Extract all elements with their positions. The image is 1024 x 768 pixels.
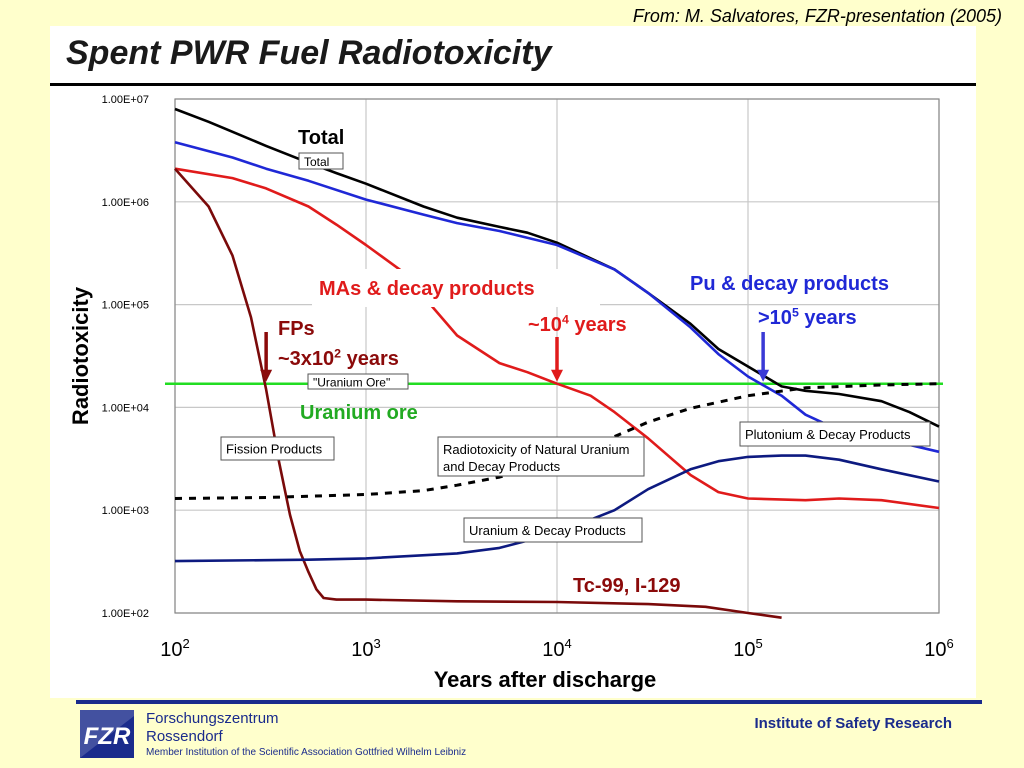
series-line-uranium-decay-products (174, 454, 940, 563)
total-box-frame (298, 152, 344, 170)
source-note: From: M. Salvatores, FZR-presentation (2… (632, 6, 1002, 26)
x-tick-label: 104 (542, 636, 571, 661)
annotation-pu-years-base: >10 (758, 307, 792, 329)
x-tick-label: 106 (924, 636, 953, 661)
org-name-line2: Rossendorf (146, 728, 223, 745)
uranium-decay-box-frame (463, 517, 643, 543)
x-tick-label: 102 (160, 636, 189, 661)
pu-arrow (757, 332, 770, 382)
natural-uranium-box-text2: and Decay Products (443, 459, 561, 474)
total-box-text: Total (304, 155, 329, 169)
uranium-ore-box-frame (307, 373, 409, 390)
annotation-mas-years-base: ~10 (528, 314, 562, 336)
y-tick-label: 1.00E+05 (102, 300, 149, 312)
annotation-tc: Tc-99, I-129 (573, 575, 680, 597)
member-note: Member Institution of the Scientific Ass… (146, 747, 467, 758)
annotation-uranium-ore: Uranium ore (300, 402, 418, 424)
plot-frame (174, 98, 940, 614)
y-tick-label: 1.00E+07 (102, 94, 149, 106)
series-line-mas-decay-products (174, 167, 940, 510)
mas-arrow (551, 337, 563, 382)
uranium-ore-box-text: "Uranium Ore" (313, 376, 390, 390)
slide-title: Spent PWR Fuel Radiotoxicity (66, 34, 552, 72)
y-tick-label: 1.00E+02 (102, 608, 149, 620)
annotation-mas-years: ~104 years (528, 312, 627, 336)
annotation-mas-years-unit: years (569, 314, 627, 336)
x-tick-exp: 6 (947, 636, 954, 651)
annotation-pu-years-unit: years (799, 307, 857, 329)
x-tick-base: 10 (542, 639, 564, 661)
annotation-fps-years-base: ~3x10 (278, 348, 334, 370)
natural-uranium-box-frame (437, 436, 645, 477)
series-line-plutonium-decay-products (174, 140, 940, 454)
annotation-pu-years: >105 years (758, 305, 857, 329)
y-axis-label: Radiotoxicity (68, 286, 93, 425)
fission-products-box-frame (220, 436, 335, 461)
x-tick-label: 105 (733, 636, 762, 661)
annotation-pu-years-exp: 5 (792, 305, 799, 319)
org-name-line1: Forschungszentrum (146, 710, 279, 727)
annotation-fps-years-exp: 2 (334, 346, 341, 360)
fps-arrow-head (260, 369, 273, 382)
fzr-logo-icon: FZR (80, 710, 134, 758)
fission-products-box: Fission Products (220, 436, 335, 461)
total-box: Total (298, 152, 344, 170)
x-tick-exp: 5 (756, 636, 763, 651)
annotation-mas-years-exp: 4 (562, 312, 569, 326)
series-line-total (174, 107, 940, 428)
natural-uranium-box-text: Radiotoxicity of Natural Uranium (443, 442, 629, 457)
annotation-fps-years-unit: years (341, 348, 399, 370)
title-bar: Spent PWR Fuel Radiotoxicity (50, 26, 976, 86)
x-tick-base: 10 (351, 639, 373, 661)
fps-arrow (260, 332, 273, 382)
series-line-fission-products (174, 167, 782, 619)
uranium-decay-box: Uranium & Decay Products (463, 517, 643, 543)
plutonium-box: Plutonium & Decay Products (739, 421, 931, 447)
annotation-fps-years: ~3x102 years (278, 346, 399, 370)
institute-name: Institute of Safety Research (754, 715, 952, 732)
pu-arrow-head (757, 369, 770, 382)
fission-products-box-text: Fission Products (226, 442, 323, 457)
series-line-radiotoxicity-of-natural-uranium-and-decay-products (174, 382, 940, 500)
x-tick-base: 10 (160, 639, 182, 661)
x-tick-base: 10 (924, 639, 946, 661)
y-tick-label: 1.00E+03 (102, 505, 149, 517)
natural-uranium-box: Radiotoxicity of Natural Uranium and Deca… (437, 436, 645, 477)
y-tick-label: 1.00E+06 (102, 197, 149, 209)
x-tick-exp: 4 (565, 636, 572, 651)
plutonium-box-frame (739, 421, 931, 447)
annotation-pu: Pu & decay products (690, 273, 889, 295)
mas-arrow-head (551, 369, 563, 382)
x-tick-label: 103 (351, 636, 380, 661)
uranium-ore-box: "Uranium Ore" (307, 373, 409, 390)
mas-label-bg (312, 269, 600, 307)
chart-panel: 1.00E+02 1.00E+03 1.00E+04 1.00E+05 1.00E+06… (50, 86, 976, 698)
x-axis-label: Years after discharge (434, 667, 657, 692)
radiotoxicity-chart: 1.00E+02 1.00E+03 1.00E+04 1.00E+05 1.00E+06… (68, 94, 954, 692)
annotation-total: Total (298, 127, 344, 149)
logo-text: FZR (84, 723, 131, 750)
plutonium-box-text: Plutonium & Decay Products (745, 427, 911, 442)
footer-rule (76, 700, 982, 704)
x-tick-exp: 2 (183, 636, 190, 651)
annotation-mas: MAs & decay products (319, 278, 535, 300)
x-tick-exp: 3 (374, 636, 381, 651)
uranium-decay-box-text: Uranium & Decay Products (469, 523, 626, 538)
x-tick-base: 10 (733, 639, 755, 661)
y-tick-label: 1.00E+04 (102, 402, 149, 414)
annotation-fps: FPs (278, 318, 315, 340)
